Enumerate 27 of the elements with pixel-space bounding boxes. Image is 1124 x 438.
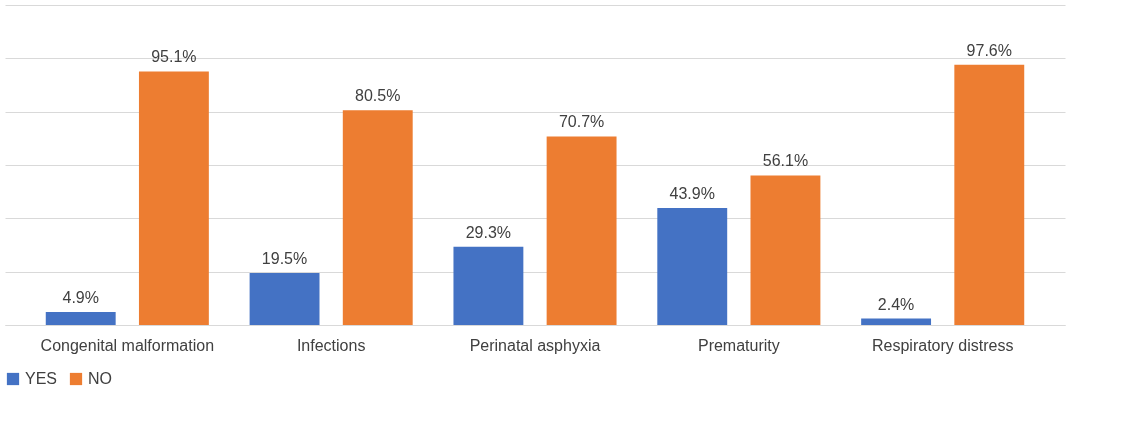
bar <box>249 273 320 325</box>
data-label: 56.1% <box>762 152 809 170</box>
data-label: 80.5% <box>355 87 401 105</box>
data-label: 70.7% <box>558 113 605 131</box>
data-label: 97.6% <box>966 41 1012 59</box>
data-label: 2.4% <box>877 295 915 313</box>
bar <box>954 64 1025 325</box>
bar <box>861 318 932 325</box>
x-tick-label: Congenital malformation <box>40 336 215 354</box>
data-label: 29.3% <box>465 223 512 241</box>
data-label: 4.9% <box>62 288 99 306</box>
legend-label: NO <box>88 370 112 387</box>
x-tick-label: Infections <box>296 336 366 354</box>
bar <box>546 136 617 325</box>
x-tick-label: Perinatal asphyxia <box>469 336 601 354</box>
bar <box>750 175 821 325</box>
bar <box>45 311 116 325</box>
bar <box>342 110 413 325</box>
bar <box>657 207 728 325</box>
data-label: 95.1% <box>151 48 197 66</box>
data-label: 43.9% <box>669 184 715 202</box>
x-tick-label: Prematurity <box>697 336 780 354</box>
data-label: 19.5% <box>261 250 308 267</box>
bar <box>453 246 524 325</box>
bar <box>138 71 209 325</box>
legend-label: YES <box>25 370 58 387</box>
x-tick-label: Respiratory distress <box>872 336 1014 354</box>
